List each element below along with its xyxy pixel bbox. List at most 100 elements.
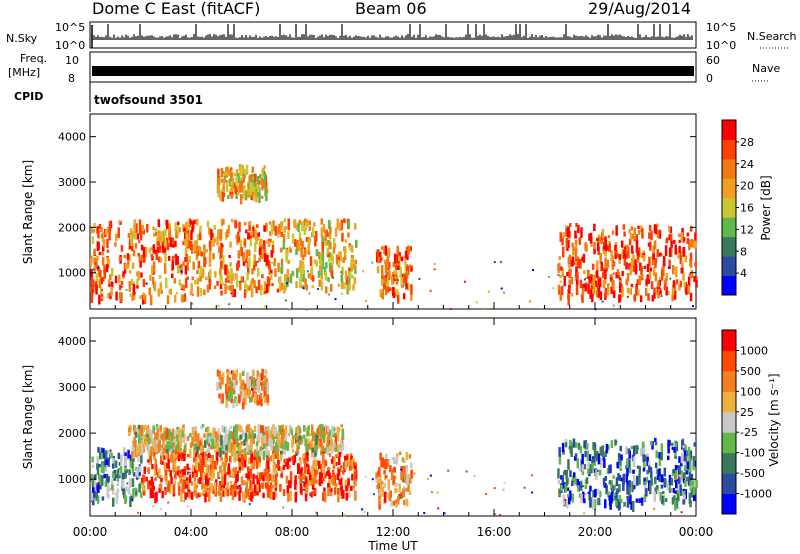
power-cell	[199, 225, 202, 233]
power-cell	[189, 290, 193, 296]
velocity-cell	[262, 429, 265, 438]
power-cell	[251, 182, 254, 193]
power-cell	[246, 260, 250, 268]
velocity-cell	[338, 479, 341, 485]
power-cell	[332, 247, 336, 254]
power-speckle-cell	[217, 305, 220, 307]
power-cell	[593, 248, 596, 255]
velocity-cell	[642, 467, 646, 472]
velocity-speckle-cell	[557, 493, 560, 496]
power-cell	[343, 282, 346, 289]
power-cell	[226, 168, 230, 173]
velocity-cell	[571, 493, 574, 503]
velocity-cell	[186, 463, 189, 471]
power-cell	[223, 175, 227, 182]
power-cell	[341, 232, 344, 242]
velocity-cell	[341, 431, 345, 440]
power-cell	[323, 266, 327, 275]
velocity-cell	[689, 480, 693, 491]
velocity-cell	[111, 478, 114, 487]
velocity-cell	[380, 481, 384, 485]
power-cell	[118, 274, 121, 283]
velocity-cell	[253, 425, 257, 432]
velocity-cell	[252, 437, 255, 445]
power-cell	[601, 272, 605, 279]
power-cell	[261, 274, 264, 279]
velocity-cell	[623, 502, 626, 507]
velocity-cell	[151, 490, 154, 499]
power-cell	[330, 253, 334, 261]
velocity-cell	[95, 491, 98, 499]
power-cell	[628, 288, 631, 295]
velocity-cell	[143, 424, 146, 430]
power-cell	[328, 262, 332, 273]
power-speckle-cell	[365, 299, 367, 302]
power-cell	[574, 239, 578, 246]
station-title: Dome C East (fitACF)	[92, 0, 260, 18]
power-cell	[137, 271, 140, 281]
velocity-cell	[156, 436, 159, 440]
velocity-speckle-cell	[503, 481, 506, 484]
power-cell	[319, 256, 323, 267]
power-cell	[168, 228, 172, 237]
power-cell	[184, 239, 187, 247]
velocity-cell	[336, 427, 340, 439]
power-cell	[380, 257, 384, 261]
velocity-cell	[192, 457, 196, 463]
velocity-cell	[238, 446, 242, 451]
velocity-cell	[253, 456, 256, 461]
power-cell	[577, 224, 580, 234]
power-cell	[152, 244, 156, 254]
power-cell	[123, 254, 126, 259]
velocity-cell	[657, 469, 661, 476]
power-cell	[648, 224, 652, 232]
power-cell	[157, 219, 161, 228]
colorbar-swatch	[722, 139, 736, 160]
velocity-cell	[632, 475, 636, 486]
power-cell	[381, 274, 384, 280]
velocity-cell	[297, 464, 301, 473]
velocity-cell	[320, 442, 324, 454]
power-speckle-cell	[487, 290, 490, 293]
power-cell	[227, 224, 231, 234]
power-speckle-cell	[583, 278, 586, 281]
velocity-cell	[259, 449, 262, 457]
power-cell	[235, 193, 238, 199]
power-speckle-cell	[97, 266, 100, 269]
velocity-cell	[243, 439, 246, 446]
power-cell	[632, 262, 635, 272]
power-cell	[213, 238, 217, 243]
velocity-cell	[190, 481, 194, 486]
power-cell	[626, 273, 630, 282]
power-cell	[388, 270, 391, 281]
power-cell	[129, 228, 133, 236]
power-cell	[341, 278, 344, 289]
power-cell	[665, 238, 668, 244]
velocity-cell	[267, 426, 271, 433]
velocity-speckle-cell	[677, 507, 680, 510]
velocity-cell	[255, 441, 259, 446]
velocity-cell	[352, 461, 356, 469]
power-cell	[244, 190, 248, 201]
velocity-cell	[236, 471, 239, 482]
power-cell	[269, 231, 272, 236]
power-cell	[617, 274, 621, 279]
velocity-cell	[233, 434, 236, 444]
power-cell	[222, 255, 225, 263]
velocity-cell	[349, 458, 352, 468]
velocity-cell	[319, 429, 323, 435]
power-cell	[637, 225, 640, 229]
velocity-cell	[227, 391, 231, 402]
velocity-cell	[263, 369, 267, 373]
velocity-cell	[267, 432, 270, 437]
velocity-cell	[148, 459, 152, 465]
power-cell	[602, 279, 606, 289]
velocity-cell	[127, 487, 131, 495]
velocity-cell	[650, 440, 653, 446]
velocity-region	[557, 437, 698, 512]
power-cell	[280, 221, 284, 227]
velocity-cell	[135, 490, 138, 496]
velocity-cell	[204, 475, 208, 487]
power-cell	[410, 265, 413, 272]
velocity-cell	[226, 481, 230, 490]
